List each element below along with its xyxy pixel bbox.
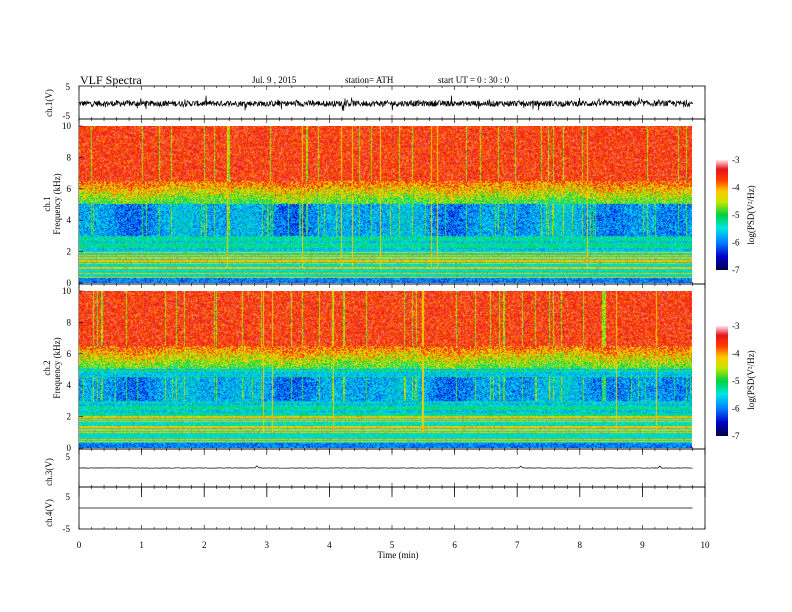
ch3-ytick-5: 5 xyxy=(66,452,71,462)
ch4-ytick-5: 5 xyxy=(66,492,71,502)
header-date: Jul. 9 , 2015 xyxy=(252,75,297,85)
ch4-waveform-panel: 5 -5 ch.4(V) xyxy=(44,487,706,534)
ch1-waveform-ylabel: ch.1(V) xyxy=(44,89,54,117)
ch2-colorbar-tick--3: -3 xyxy=(732,321,740,331)
ch1-spectrogram-ytick-2: 2 xyxy=(67,247,72,257)
ch1-ytick-5: 5 xyxy=(66,82,71,92)
ch2-colorbar xyxy=(716,326,728,436)
time-tick-label-0: 0 xyxy=(77,540,82,550)
time-tick-label-4: 4 xyxy=(327,540,332,550)
time-tick-label-7: 7 xyxy=(515,540,520,550)
ch1-spectrogram-ylabel-channel: ch.1 xyxy=(42,196,52,211)
ch1-ytick-neg5: -5 xyxy=(63,111,71,121)
ch1-spectrogram-ylabel-frequency: Frequency (kHz) xyxy=(52,173,62,234)
ch2-colorbar-tick--4: -4 xyxy=(732,349,740,359)
ch3-waveform-panel: 5 ch.3(V) xyxy=(44,449,706,486)
ch1-waveform-line xyxy=(78,95,693,111)
ch2-colorbar-label: log(PSD(V²/Hz) xyxy=(746,350,756,409)
header-start-time: start UT = 0 : 30 : 0 xyxy=(438,75,510,85)
ch1-colorbar-tick--3: -3 xyxy=(732,155,740,165)
time-axis: 0 1 2 3 4 5 6 7 8 9 10 xyxy=(77,540,710,550)
ch1-colorbar-tick--5: -5 xyxy=(732,210,740,220)
time-tick-label-5: 5 xyxy=(390,540,395,550)
ch2-colorbar-tick--6: -6 xyxy=(732,404,740,414)
ch2-spectrogram-ytick-10: 10 xyxy=(62,286,72,296)
ch2-spectrogram-ylabel-frequency: Frequency (kHz) xyxy=(52,337,62,398)
ch3-waveform-ylabel: ch.3(V) xyxy=(44,458,54,486)
ch2-spectrogram-ytick-2: 2 xyxy=(67,412,72,422)
ch1-spectrogram-image xyxy=(79,126,692,283)
ch4-ytick-neg5: -5 xyxy=(63,524,71,534)
ch1-spectrogram-ytick-8: 8 xyxy=(67,152,72,162)
ch2-spectrogram-image xyxy=(79,291,692,448)
ch2-spectrogram-ytick-6: 6 xyxy=(67,349,72,359)
ch2-colorbar-tick--5: -5 xyxy=(732,376,740,386)
ch2-spectrogram-ytick-4: 4 xyxy=(67,380,72,390)
ch1-colorbar-tick--7: -7 xyxy=(732,265,740,275)
time-tick-label-2: 2 xyxy=(202,540,207,550)
ch1-waveform-panel: 5 -5 ch.1(V) xyxy=(44,82,693,121)
ch1-colorbar-tick--6: -6 xyxy=(732,238,740,248)
ch1-spectrogram-ytick-0: 0 xyxy=(67,278,72,288)
ch1-colorbar-tick--4: -4 xyxy=(732,183,740,193)
time-tick-label-6: 6 xyxy=(452,540,457,550)
ch4-waveform-ylabel: ch.4(V) xyxy=(44,499,54,527)
ch2-spectrogram-ylabel-channel: ch.2 xyxy=(42,360,52,375)
time-tick-label-1: 1 xyxy=(139,540,144,550)
ch3-waveform-line xyxy=(78,465,693,469)
ch2-colorbar-tick--7: -7 xyxy=(732,431,740,441)
ch1-colorbar xyxy=(716,160,728,270)
header-station: station= ATH xyxy=(345,75,394,85)
time-axis-label: Time (min) xyxy=(378,550,419,560)
time-tick-label-10: 10 xyxy=(701,540,711,550)
ch1-colorbar-label: log(PSD(V²/Hz) xyxy=(746,185,756,244)
ch1-spectrogram-ytick-10: 10 xyxy=(62,121,72,131)
ch2-spectrogram-ytick-0: 0 xyxy=(67,443,72,453)
figure-title: VLF Spectra xyxy=(80,73,142,87)
ch2-spectrogram-ytick-8: 8 xyxy=(67,317,72,327)
ch1-spectrogram-ytick-6: 6 xyxy=(67,184,72,194)
ch1-spectrogram-ytick-4: 4 xyxy=(67,215,72,225)
time-tick-label-3: 3 xyxy=(265,540,270,550)
time-tick-label-9: 9 xyxy=(640,540,645,550)
time-tick-label-8: 8 xyxy=(578,540,583,550)
